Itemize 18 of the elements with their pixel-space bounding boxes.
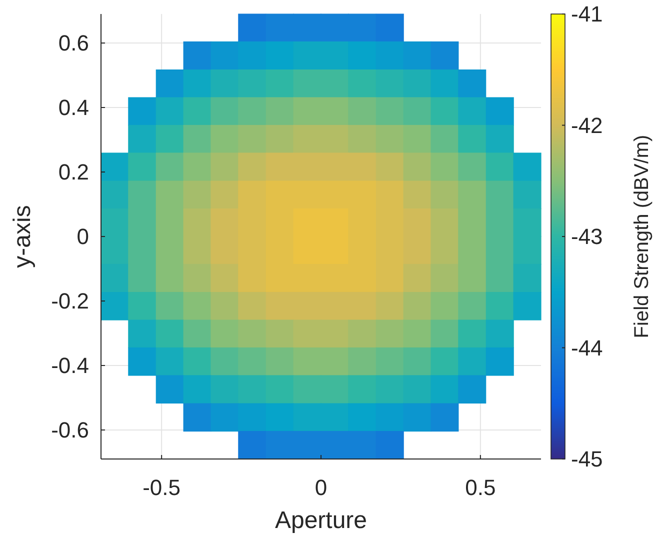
x-tick-label: 0 (314, 475, 328, 500)
y-tick-label: 0.2 (58, 160, 89, 185)
y-tick-label: -0.2 (51, 288, 89, 314)
color-bar-label: -43 (571, 224, 603, 250)
color-bar-title: Field Strength (dBV/m) (631, 134, 653, 338)
y-tick-label: -0.4 (51, 353, 89, 378)
color-bar-label: -42 (571, 112, 603, 138)
x-tick-label: 0.5 (465, 475, 496, 500)
y-tick-label: 0.4 (58, 95, 89, 120)
color-bar-label: -44 (571, 335, 603, 360)
x-tick-label: -0.5 (142, 475, 181, 500)
y-tick-label: 0 (76, 224, 89, 250)
y-tick-label: -0.6 (51, 418, 89, 443)
y-tick-label: 0.6 (58, 30, 89, 56)
y-axis-title: y-axis (9, 205, 36, 268)
color-bar-label: -45 (571, 446, 603, 472)
color-bar-label: -41 (571, 2, 603, 27)
x-axis-title: Aperture (274, 507, 368, 534)
